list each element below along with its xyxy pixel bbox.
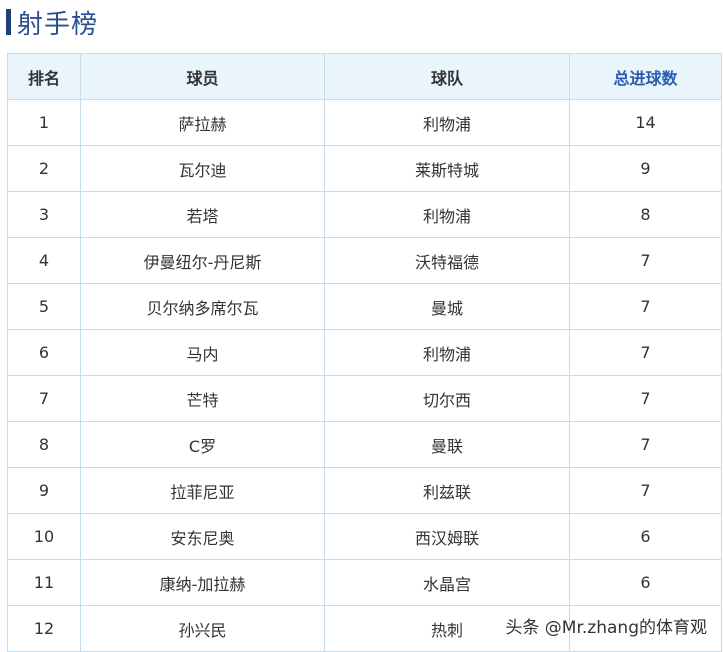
rank-cell: 9: [7, 467, 81, 514]
rank-cell: 2: [7, 145, 81, 192]
goals-cell: 7: [569, 329, 722, 376]
top-scorers-table: 排名 球员 球队 总进球数 1 萨拉赫 利物浦 14 2 瓦尔迪 莱斯特城 9 3 若塔 利物浦 8 4…: [7, 53, 722, 652]
player-cell: 若塔: [80, 191, 325, 238]
player-cell: 贝尔纳多席尔瓦: [80, 283, 325, 330]
player-cell: 瓦尔迪: [80, 145, 325, 192]
table-row: 2 瓦尔迪 莱斯特城 9: [7, 145, 722, 192]
table-row: 12 孙兴民 热刺: [7, 605, 722, 652]
team-cell: 曼联: [324, 421, 570, 468]
column-header-goals[interactable]: 总进球数: [569, 53, 722, 100]
player-cell: 马内: [80, 329, 325, 376]
title-accent-bar: [6, 9, 11, 35]
page-title-text: 射手榜: [17, 9, 99, 40]
rank-cell: 8: [7, 421, 81, 468]
team-cell: 西汉姆联: [324, 513, 570, 560]
rank-cell: 3: [7, 191, 81, 238]
player-cell: 安东尼奥: [80, 513, 325, 560]
rank-cell: 11: [7, 559, 81, 606]
table-row: 11 康纳-加拉赫 水晶宫 6: [7, 559, 722, 606]
table-row: 6 马内 利物浦 7: [7, 329, 722, 376]
player-cell: 芒特: [80, 375, 325, 422]
team-cell: 水晶宫: [324, 559, 570, 606]
table-row: 10 安东尼奥 西汉姆联 6: [7, 513, 722, 560]
rank-cell: 1: [7, 99, 81, 146]
column-header-player[interactable]: 球员: [80, 53, 325, 100]
rank-cell: 6: [7, 329, 81, 376]
goals-cell: 8: [569, 191, 722, 238]
player-cell: 康纳-加拉赫: [80, 559, 325, 606]
team-cell: 曼城: [324, 283, 570, 330]
team-cell: 利兹联: [324, 467, 570, 514]
goals-cell: 14: [569, 99, 722, 146]
goals-cell: 7: [569, 375, 722, 422]
rank-cell: 4: [7, 237, 81, 284]
goals-cell: 7: [569, 283, 722, 330]
rank-cell: 5: [7, 283, 81, 330]
team-cell: 沃特福德: [324, 237, 570, 284]
team-cell: 利物浦: [324, 329, 570, 376]
rank-cell: 7: [7, 375, 81, 422]
table-row: 3 若塔 利物浦 8: [7, 191, 722, 238]
table-row: 4 伊曼纽尔-丹尼斯 沃特福德 7: [7, 237, 722, 284]
goals-cell: 7: [569, 421, 722, 468]
table-header-row: 排名 球员 球队 总进球数: [7, 53, 722, 100]
table-row: 5 贝尔纳多席尔瓦 曼城 7: [7, 283, 722, 330]
column-header-rank[interactable]: 排名: [7, 53, 81, 100]
player-cell: 拉菲尼亚: [80, 467, 325, 514]
table-row: 7 芒特 切尔西 7: [7, 375, 722, 422]
page-title: 射手榜: [6, 4, 98, 40]
goals-cell: 7: [569, 467, 722, 514]
goals-cell: 7: [569, 237, 722, 284]
player-cell: 伊曼纽尔-丹尼斯: [80, 237, 325, 284]
rank-cell: 12: [7, 605, 81, 652]
table-row: 1 萨拉赫 利物浦 14: [7, 99, 722, 146]
player-cell: 萨拉赫: [80, 99, 325, 146]
watermark-text: 头条 @Mr.zhang的体育观: [505, 618, 707, 638]
column-header-team[interactable]: 球队: [324, 53, 570, 100]
team-cell: 利物浦: [324, 99, 570, 146]
table-row: 9 拉菲尼亚 利兹联 7: [7, 467, 722, 514]
team-cell: 利物浦: [324, 191, 570, 238]
goals-cell: 6: [569, 513, 722, 560]
rank-cell: 10: [7, 513, 81, 560]
player-cell: C罗: [80, 421, 325, 468]
team-cell: 切尔西: [324, 375, 570, 422]
team-cell: 莱斯特城: [324, 145, 570, 192]
player-cell: 孙兴民: [80, 605, 325, 652]
goals-cell: 6: [569, 559, 722, 606]
goals-cell: [569, 605, 722, 652]
goals-cell: 9: [569, 145, 722, 192]
table-row: 8 C罗 曼联 7: [7, 421, 722, 468]
